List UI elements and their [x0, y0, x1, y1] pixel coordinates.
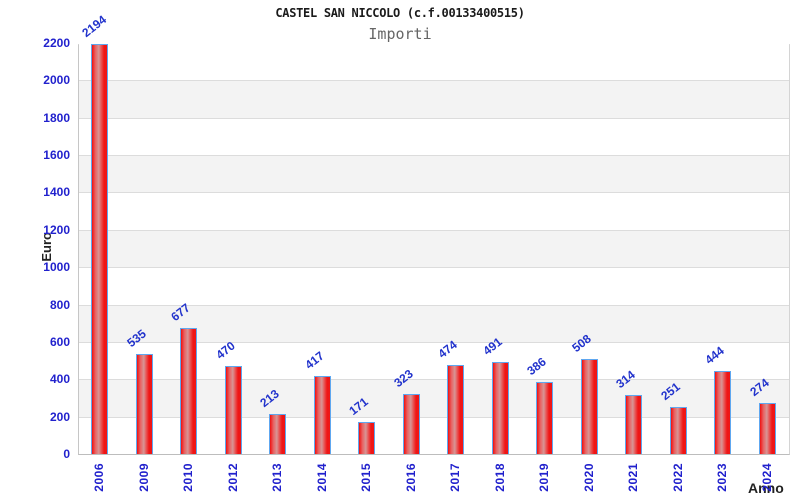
x-axis-title: Anno [748, 480, 784, 496]
bar-2020 [580, 359, 598, 454]
bar-2016 [402, 393, 420, 454]
y-tick-label: 800 [49, 297, 70, 312]
bar-2021 [625, 395, 643, 454]
gridline [79, 229, 789, 231]
plot-band [79, 192, 789, 230]
y-tick-label: 1600 [43, 148, 70, 163]
bar-2006 [91, 44, 109, 454]
gridline [79, 267, 789, 269]
chart-title: CASTEL SAN NICCOLO (c.f.00133400515) [275, 6, 525, 20]
x-tick-label: 2010 [181, 463, 196, 492]
y-tick-label: 1400 [43, 185, 70, 200]
x-tick-label: 2018 [492, 463, 507, 492]
bar-2013 [269, 414, 287, 454]
x-tick-label: 2014 [314, 463, 329, 492]
plot-area: 2194 535 677 470 213 417 171 323 474 491 386 508 314… [78, 13, 790, 455]
y-tick-label: 1200 [43, 222, 70, 237]
gridline [79, 304, 789, 306]
plot-band [79, 155, 789, 193]
x-tick-label: 2020 [581, 463, 596, 492]
y-tick-label: 1000 [43, 260, 70, 275]
chart-subtitle: Importi [368, 25, 432, 43]
bar-2017 [447, 365, 465, 454]
y-tick-label: 200 [49, 409, 70, 424]
x-tick-label: 2021 [626, 463, 641, 492]
plot-band [79, 267, 789, 305]
gridline [79, 416, 789, 418]
bar-2018 [491, 362, 509, 454]
plot-band [79, 117, 789, 156]
bar-2010 [180, 327, 198, 454]
bar-2024 [758, 402, 776, 454]
bar-2009 [135, 354, 153, 454]
bar-2014 [313, 376, 331, 454]
x-tick-label: 2012 [225, 463, 240, 492]
plot-band [79, 43, 789, 81]
x-tick-label: 2009 [136, 463, 151, 492]
plot-band [79, 229, 789, 268]
bar-2015 [358, 422, 376, 454]
x-tick-label: 2015 [359, 463, 374, 492]
plot-band [79, 341, 789, 380]
x-tick-label: 2019 [537, 463, 552, 492]
x-tick-label: 2006 [92, 463, 107, 492]
y-tick-label: 0 [63, 447, 70, 461]
x-tick-label: 2013 [270, 463, 285, 492]
y-tick-label: 2200 [43, 36, 70, 50]
x-tick-label: 2024 [759, 463, 774, 492]
gridline [79, 341, 789, 343]
plot-band [79, 80, 789, 118]
bar-2019 [536, 381, 554, 454]
x-tick-label: 2022 [670, 463, 685, 492]
x-tick-label: 2017 [448, 463, 463, 492]
y-tick-label: 1800 [43, 110, 70, 125]
gridline [79, 155, 789, 157]
x-tick-label: 2016 [403, 463, 418, 492]
y-tick-label: 600 [49, 334, 70, 349]
bar-2012 [224, 366, 242, 454]
y-tick-label: 2000 [43, 73, 70, 88]
gridline [79, 379, 789, 381]
gridline [79, 117, 789, 119]
gridline [79, 192, 789, 194]
y-tick-label: 400 [49, 372, 70, 387]
gridline [79, 80, 789, 82]
bar-2022 [669, 407, 687, 454]
plot-band [79, 304, 789, 342]
bar-2023 [714, 371, 732, 454]
x-tick-label: 2023 [715, 463, 730, 492]
